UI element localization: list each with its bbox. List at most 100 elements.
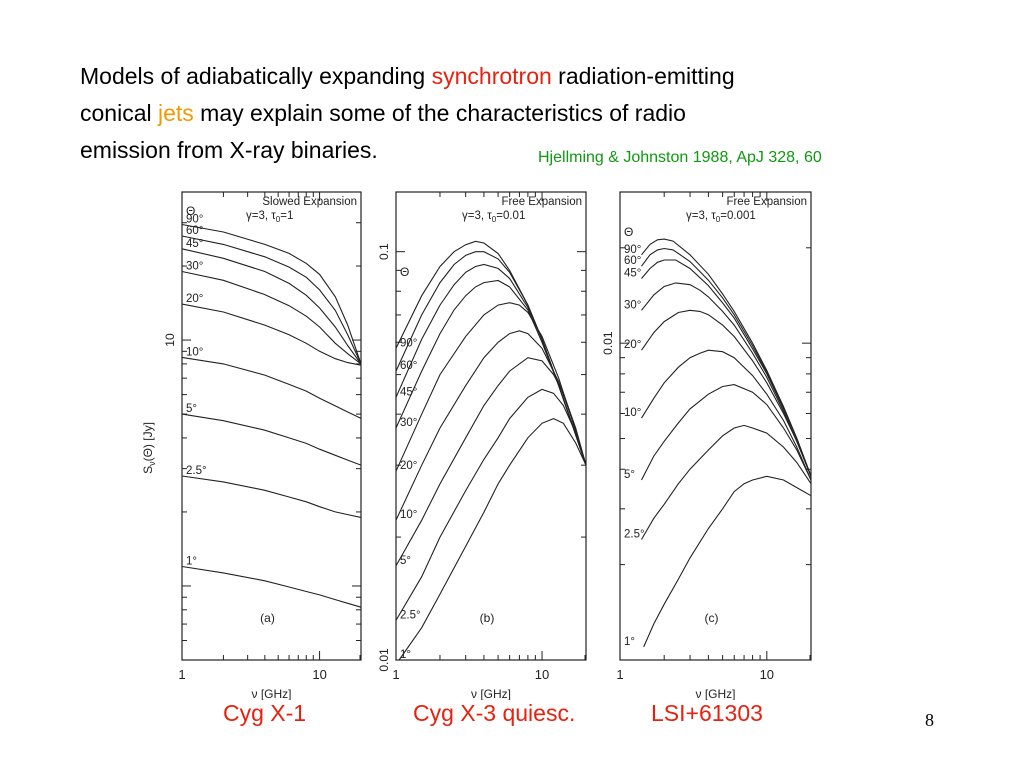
series-line-2-5 xyxy=(181,475,362,518)
title-text-4: may explain some of the characteristics … xyxy=(193,100,686,126)
series-label: 45° xyxy=(186,238,203,250)
series-label: 60° xyxy=(186,225,203,237)
x-axis-label: ν [GHz] xyxy=(471,687,511,700)
series-label: 20° xyxy=(624,339,641,351)
series-label: 90° xyxy=(624,244,641,256)
reference-citation: Hjellming & Johnston 1988, ApJ 328, 60 xyxy=(538,149,822,166)
chart-title: Free Expansion xyxy=(501,196,582,208)
series-label: 2.5° xyxy=(400,609,421,621)
series-label: 1° xyxy=(186,556,197,568)
series-line-90 xyxy=(641,238,812,477)
panel-label: (c) xyxy=(705,611,719,625)
series-line-45 xyxy=(641,259,812,477)
series-label: 10° xyxy=(624,407,641,419)
theta-header: Θ xyxy=(186,204,195,218)
series-line-90 xyxy=(395,240,587,466)
page-number: 8 xyxy=(925,710,934,730)
series-label: 30° xyxy=(186,261,203,273)
title-text-1: Models of adiabatically expanding xyxy=(80,63,432,89)
series-label: 45° xyxy=(624,267,641,279)
series-label: 1° xyxy=(400,649,411,661)
series-line-20 xyxy=(181,303,362,366)
series-line-10 xyxy=(641,349,812,481)
series-line-90 xyxy=(181,223,362,365)
series-label: 2.5° xyxy=(624,529,645,541)
series-line-1 xyxy=(398,417,587,661)
series-line-2-5 xyxy=(395,388,587,621)
x-tick-label: 10 xyxy=(760,667,774,682)
plot-frame xyxy=(619,191,812,661)
y-tick-label: 10 xyxy=(163,333,177,347)
panel-label: (a) xyxy=(260,611,275,625)
caption-lsi61303: LSI+61303 xyxy=(651,700,763,726)
plot-frame xyxy=(395,191,587,661)
x-tick-label: 10 xyxy=(312,667,326,682)
series-label: 30° xyxy=(624,299,641,311)
chart-panel-c: 1 10 ν [GHz] 0.01 Free Expansion γ=3, τ0=0.00… xyxy=(595,180,817,700)
chart-svg: 1 10 ν [GHz] 0.01 Free Expansion γ=3, τ0=0.00… xyxy=(601,191,812,700)
series-label: 45° xyxy=(400,386,417,398)
chart-subtitle: γ=3, τ0=0.01 xyxy=(462,210,525,224)
series-label: 20° xyxy=(400,460,417,472)
series-label: 5° xyxy=(186,403,197,415)
series-line-5 xyxy=(181,413,362,466)
series-line-1 xyxy=(181,565,362,608)
series-line-30 xyxy=(641,282,812,477)
chart-title: Free Expansion xyxy=(726,196,807,208)
title-text-5: emission from X-ray binaries. xyxy=(80,137,378,163)
title-highlight-synchrotron: synchrotron xyxy=(431,63,552,89)
series-line-10 xyxy=(181,356,362,419)
caption-cyg-x3: Cyg X-3 quiesc. xyxy=(413,700,576,726)
series-label: 60° xyxy=(624,255,641,267)
y-axis-label: Sν(Θ) [Jy] xyxy=(141,422,157,474)
x-tick-label: 10 xyxy=(535,667,549,682)
slide-title: Models of adiabatically expanding synchr… xyxy=(80,58,980,169)
series-line-10 xyxy=(395,330,587,521)
series-line-20 xyxy=(395,302,587,472)
series-line-20 xyxy=(641,309,812,477)
series-line-60 xyxy=(181,235,362,365)
x-tick-label: 1 xyxy=(616,667,623,682)
x-axis-label: ν [GHz] xyxy=(695,687,735,700)
series-line-45 xyxy=(181,248,362,365)
plot-frame xyxy=(181,191,362,661)
series-label: 90° xyxy=(186,214,203,226)
series-label: 2.5° xyxy=(186,465,207,477)
y-tick-label: 0.01 xyxy=(377,648,391,672)
title-highlight-jets: jets xyxy=(157,100,194,126)
chart-panel-b: 1 10 ν [GHz] 0.01 0.1 Free Expansion γ=3, τ0=0… xyxy=(370,180,592,700)
title-text-3: conical xyxy=(80,100,158,126)
series-label: 5° xyxy=(400,555,411,567)
series-label: 1° xyxy=(624,636,635,648)
chart-svg: 1 10 ν [GHz] 0.01 0.1 Free Expansion γ=3, τ0=0… xyxy=(377,191,587,700)
series-label: 20° xyxy=(186,293,203,305)
chart-svg: 1 10 ν [GHz] 10 Sν(Θ) [Jy] Slowed Expansion γ=… xyxy=(141,191,362,700)
series-label: 10° xyxy=(186,346,203,358)
series-line-30 xyxy=(181,270,362,365)
series-label: 5° xyxy=(624,469,635,481)
series-label: 10° xyxy=(400,509,417,521)
y-tick-label: 0.1 xyxy=(377,243,391,260)
chart-panel-a: 1 10 ν [GHz] 10 Sν(Θ) [Jy] Slowed Expansion γ=… xyxy=(140,180,368,700)
x-axis-label: ν [GHz] xyxy=(251,687,291,700)
chart-title: Slowed Expansion xyxy=(262,196,357,208)
theta-header: Θ xyxy=(624,225,633,239)
series-label: 60° xyxy=(400,360,417,372)
y-tick-label: 0.01 xyxy=(601,331,615,355)
caption-cyg-x1: Cyg X-1 xyxy=(223,700,307,726)
series-line-2-5 xyxy=(641,424,812,540)
series-line-5 xyxy=(641,384,812,481)
chart-subtitle: γ=3, τ0=1 xyxy=(246,210,293,224)
series-line-5 xyxy=(395,357,587,567)
series-line-60 xyxy=(395,251,587,466)
chart-subtitle: γ=3, τ0=0.001 xyxy=(686,210,756,224)
series-line-30 xyxy=(395,279,587,466)
panel-label: (b) xyxy=(480,611,495,625)
series-line-60 xyxy=(641,247,812,477)
series-label: 30° xyxy=(400,417,417,429)
series-line-1 xyxy=(643,475,812,648)
x-tick-label: 1 xyxy=(178,667,185,682)
x-tick-label: 1 xyxy=(392,667,399,682)
theta-header: Θ xyxy=(400,265,409,279)
title-text-2: radiation-emitting xyxy=(551,63,735,89)
